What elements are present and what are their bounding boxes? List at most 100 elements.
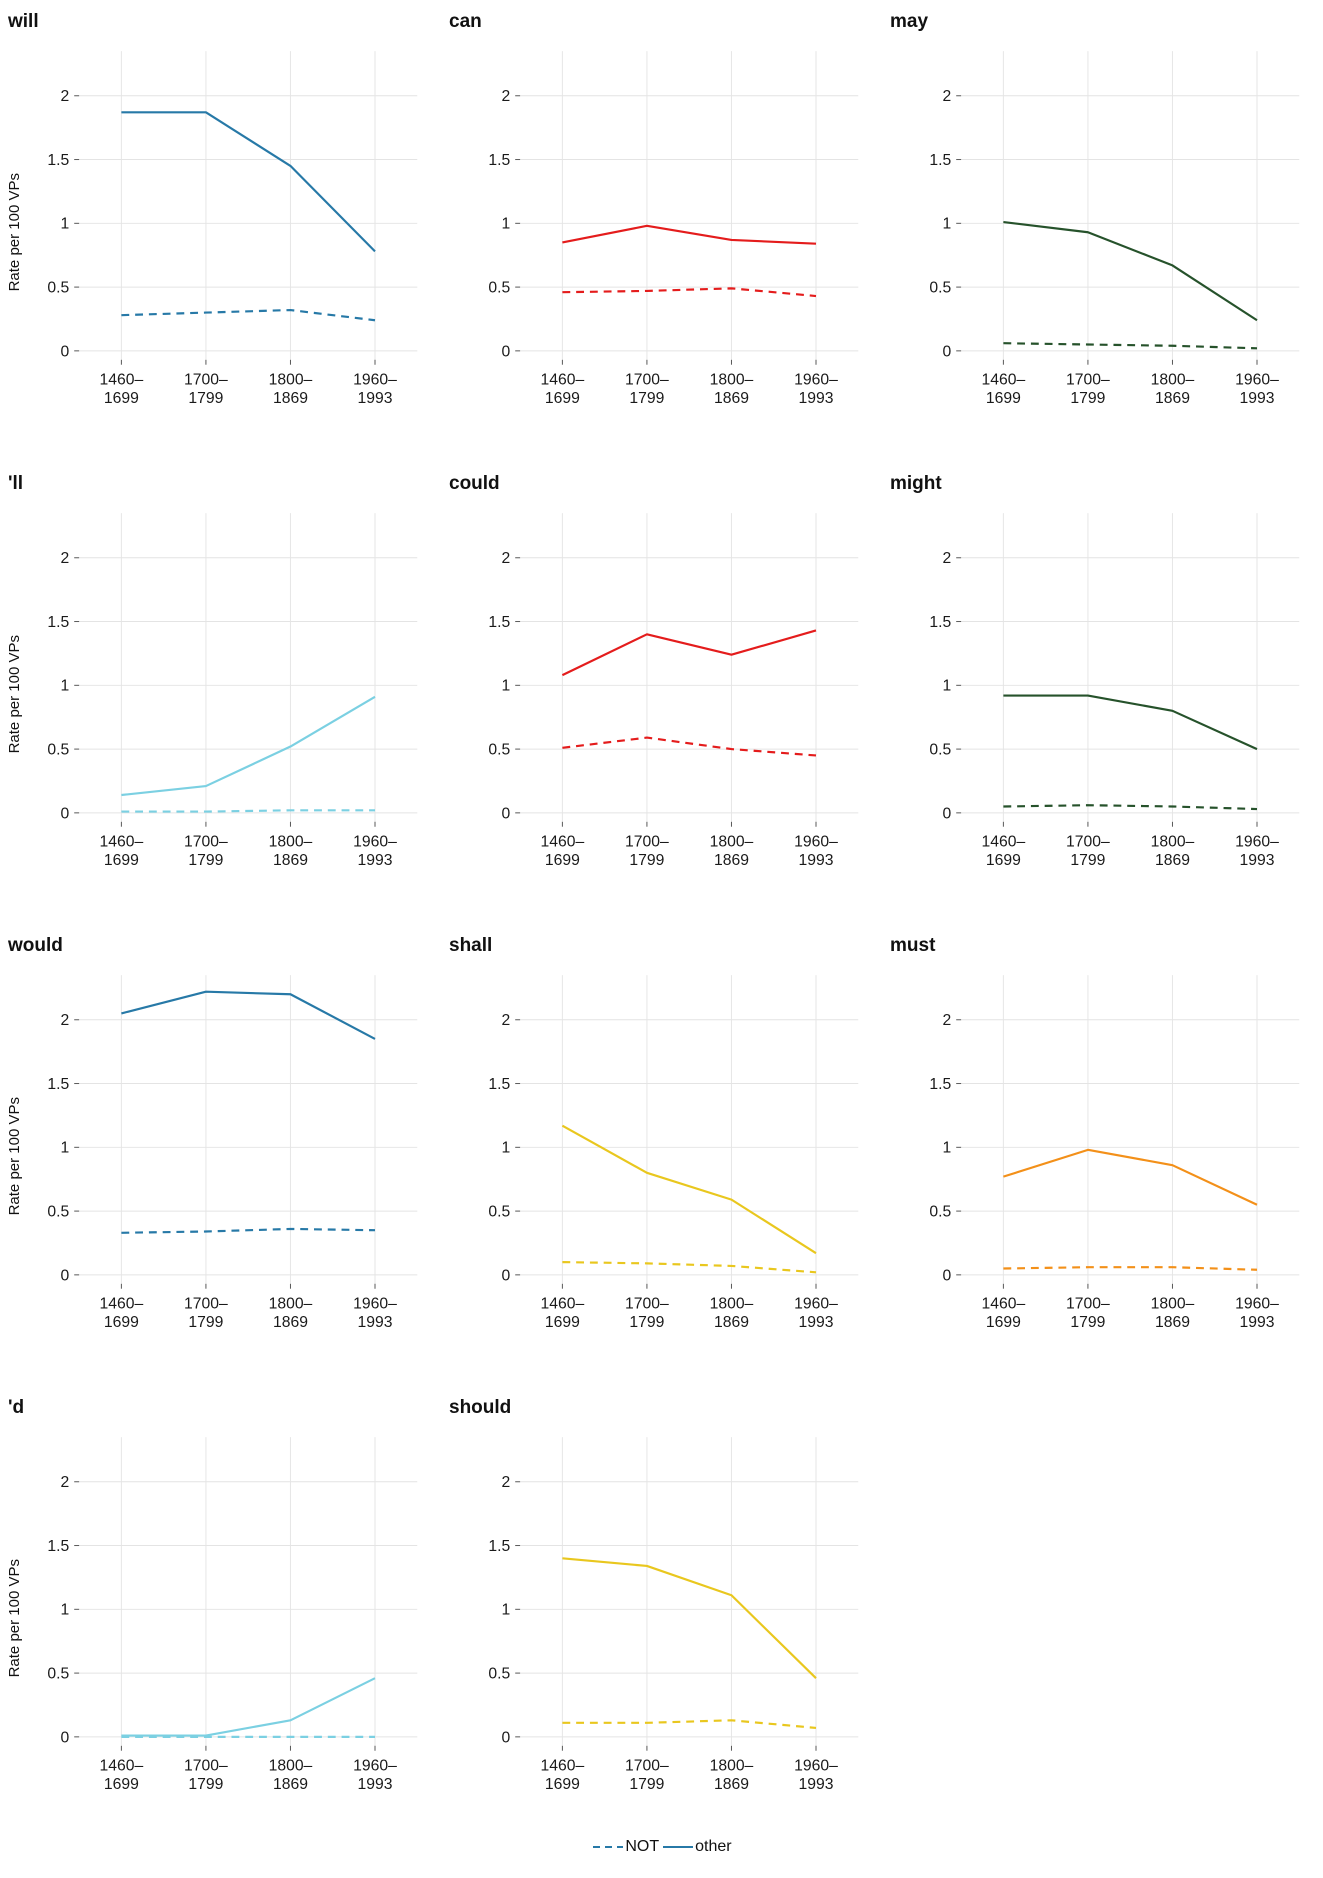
line-chart-shall: 0 0.5 1 1.5 2 1460– 1699 1700– 1799 1800– 1869 1960… [488,975,859,1331]
should-not-line [562,1719,817,1730]
legend-label-not: NOT [625,1838,660,1855]
solid-line-icon [663,1846,694,1848]
svg-text:1800–: 1800– [269,833,313,850]
svg-text:0: 0 [502,343,511,360]
svg-text:0: 0 [502,1267,511,1284]
panel-title-would: would [8,935,63,956]
panel-title-will: will [8,11,39,32]
ll-not-line [121,809,376,813]
ll-other-line [121,695,376,797]
line-chart-d: 0 0.5 1 1.5 2 1460– 1699 1700– 1799 1800– 1869 1960… [47,1437,418,1793]
svg-text:1993: 1993 [358,390,393,407]
gridlines [520,513,859,822]
svg-text:1.5: 1.5 [929,152,951,169]
axes: 0 0.5 1 1.5 2 1460– 1699 1700– 1799 1800– 1869 1960… [929,1012,1279,1331]
facet-grid: will Rate per 100 VPs 0 0.5 1 1.5 2 1460– 1699 17… [0,8,1323,1818]
svg-text:1800–: 1800– [1151,1295,1195,1312]
svg-text:1799: 1799 [629,1776,664,1793]
y-axis-label: Rate per 100 VPs [6,634,23,754]
svg-text:1960–: 1960– [1235,371,1279,388]
panel-must: must 0 0.5 1 1.5 2 1460– 1699 1700– 1799 1800– 1869… [882,932,1323,1356]
must-other-line [1003,1148,1258,1206]
svg-text:0.5: 0.5 [488,279,510,296]
panel-title-can: can [449,11,482,32]
svg-text:1460–: 1460– [541,371,585,388]
line-chart-can: 0 0.5 1 1.5 2 1460– 1699 1700– 1799 1800– 1869 1960… [488,51,859,407]
svg-text:1460–: 1460– [982,371,1026,388]
svg-text:2: 2 [943,1012,952,1029]
svg-text:2: 2 [61,1474,70,1491]
svg-text:1700–: 1700– [1066,371,1110,388]
svg-text:1799: 1799 [629,390,664,407]
svg-text:1800–: 1800– [269,371,313,388]
axes: 0 0.5 1 1.5 2 1460– 1699 1700– 1799 1800– 1869 1960… [488,550,838,869]
d-other-line [121,1677,376,1737]
svg-text:1: 1 [502,1602,511,1619]
svg-text:1800–: 1800– [1151,833,1195,850]
axes: 0 0.5 1 1.5 2 1460– 1699 1700– 1799 1800– 1869 1960… [47,1012,397,1331]
svg-text:1699: 1699 [986,390,1021,407]
svg-text:1: 1 [61,1602,70,1619]
svg-text:0: 0 [943,805,952,822]
svg-text:1993: 1993 [1240,852,1275,869]
gridlines [961,975,1300,1284]
svg-text:0: 0 [502,805,511,822]
svg-text:1799: 1799 [188,390,223,407]
y-axis-label: Rate per 100 VPs [6,1096,23,1216]
svg-text:1: 1 [943,216,952,233]
y-axis-label: Rate per 100 VPs [6,1558,23,1678]
svg-text:1: 1 [61,1140,70,1157]
svg-text:0: 0 [943,343,952,360]
svg-text:1700–: 1700– [625,833,669,850]
should-other-line [562,1557,817,1679]
svg-text:2: 2 [61,1012,70,1029]
svg-text:0: 0 [61,1729,70,1746]
legend-item-other: other [661,1838,732,1856]
svg-text:1.5: 1.5 [929,1076,951,1093]
axes: 0 0.5 1 1.5 2 1460– 1699 1700– 1799 1800– 1869 1960… [488,1474,838,1793]
svg-text:1960–: 1960– [794,1757,838,1774]
can-not-line [562,287,817,298]
axes: 0 0.5 1 1.5 2 1460– 1699 1700– 1799 1800– 1869 1960… [47,88,397,407]
svg-text:2: 2 [502,88,511,105]
line-chart-would: 0 0.5 1 1.5 2 1460– 1699 1700– 1799 1800– 1869 1960… [47,975,418,1331]
svg-text:1.5: 1.5 [488,614,510,631]
svg-text:1960–: 1960– [794,1295,838,1312]
svg-text:1700–: 1700– [625,1295,669,1312]
svg-text:0.5: 0.5 [929,741,951,758]
svg-text:1.5: 1.5 [47,152,69,169]
legend-label-other: other [695,1838,732,1855]
svg-text:1960–: 1960– [1235,1295,1279,1312]
gridlines [961,513,1300,822]
svg-text:1800–: 1800– [710,371,754,388]
svg-text:1: 1 [943,1140,952,1157]
svg-text:0.5: 0.5 [47,1203,69,1220]
can-other-line [562,224,817,245]
svg-text:2: 2 [61,88,70,105]
svg-text:0.5: 0.5 [929,1203,951,1220]
may-other-line [1003,220,1258,322]
svg-text:1.5: 1.5 [47,1076,69,1093]
svg-text:1869: 1869 [273,852,308,869]
svg-text:2: 2 [502,1474,511,1491]
svg-text:1993: 1993 [799,1314,834,1331]
svg-text:1960–: 1960– [353,371,397,388]
svg-text:1: 1 [61,216,70,233]
svg-text:1960–: 1960– [794,833,838,850]
svg-text:1460–: 1460– [100,1295,144,1312]
svg-text:1993: 1993 [1240,1314,1275,1331]
svg-text:1: 1 [502,678,511,695]
axes: 0 0.5 1 1.5 2 1460– 1699 1700– 1799 1800– 1869 1960… [488,1012,838,1331]
must-not-line [1003,1266,1258,1271]
svg-text:1800–: 1800– [710,1757,754,1774]
svg-text:1800–: 1800– [710,833,754,850]
panel-could: could 0 0.5 1 1.5 2 1460– 1699 1700– 1799 1800– 186… [441,470,882,894]
panel-title-shall: shall [449,935,493,956]
dashed-line-icon [593,1846,624,1848]
axes: 0 0.5 1 1.5 2 1460– 1699 1700– 1799 1800– 1869 1960… [488,88,838,407]
axes: 0 0.5 1 1.5 2 1460– 1699 1700– 1799 1800– 1869 1960… [929,88,1279,407]
would-other-line [121,990,376,1040]
gridlines [79,975,418,1284]
svg-text:1869: 1869 [273,1776,308,1793]
